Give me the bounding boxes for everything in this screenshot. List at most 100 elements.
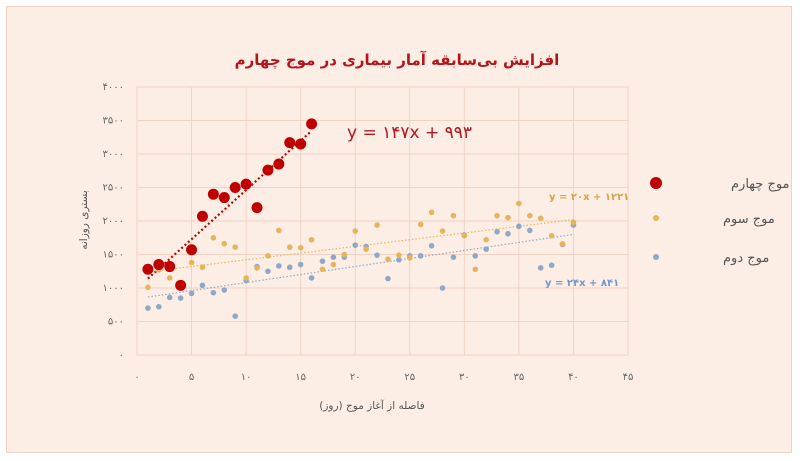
x-tick-label: ۴۵ [623,372,634,383]
data-point-wave3 [199,264,206,271]
chart-frame: ۰ ۵۰۰ ۱۰۰۰ ۱۵۰۰ ۲۰۰۰ ۲۵۰۰ ۳۰۰۰ ۳۵۰۰ ۴۰۰۰ ۰ ۵ ۱۰ ۱۵ ۲۰… [6,6,792,453]
data-point-wave4 [240,178,252,190]
trendline-wave3 [147,218,574,273]
data-point-wave2 [352,242,359,248]
data-point-wave3 [406,255,413,261]
data-point-wave2 [308,275,315,281]
data-point-wave3 [308,236,315,243]
data-point-wave2 [232,313,238,319]
data-point-wave4 [153,259,165,271]
y-tick-label: ۱۵۰۰ [103,250,124,261]
legend-marker-wave2 [653,254,659,260]
y-axis-title: بستری روزانه [78,190,90,250]
data-point-wave2 [450,254,457,260]
data-point-wave4 [306,118,318,130]
data-point-wave3 [330,261,337,268]
data-point-wave3 [221,240,228,247]
chart-title: افزایش بی‌سابقه آمار بیماری در موج چهارم [235,51,560,70]
data-point-wave2 [156,303,162,310]
legend-label-wave3: موج سوم [723,212,775,227]
data-point-wave2 [145,305,151,311]
x-tick-label: ۵ [189,372,194,383]
data-point-wave4 [295,138,307,150]
data-point-wave3 [548,232,555,239]
data-points [142,118,577,319]
data-point-wave3 [145,284,151,291]
y-tick-label: ۰ [119,350,124,361]
data-point-wave2 [188,290,195,297]
data-point-wave2 [505,230,511,237]
x-axis-title: فاصله از آغاز موج (روز) [319,399,425,412]
data-point-wave3 [363,246,369,252]
data-point-wave3 [374,222,380,228]
data-point-wave3 [570,219,577,226]
data-point-wave3 [297,245,304,251]
data-point-wave2 [385,275,391,282]
data-point-wave2 [221,287,228,293]
data-point-wave3 [505,214,511,221]
data-point-wave4 [273,158,285,170]
data-point-wave4 [262,164,274,176]
data-point-wave3 [254,265,260,271]
data-point-wave3 [265,253,271,259]
x-tick-label: ۴۰ [568,372,579,383]
data-point-wave3 [559,240,566,247]
data-point-wave2 [548,262,555,269]
data-point-wave4 [284,137,296,149]
data-point-wave3 [537,215,544,222]
x-tick-label: ۰ [134,372,139,383]
data-point-wave3 [417,221,424,228]
data-point-wave3 [527,212,533,219]
x-tick-label: ۱۰ [241,372,252,383]
data-point-wave2 [265,268,271,275]
data-point-wave2 [177,295,184,301]
x-tick-label: ۲۵ [404,372,415,383]
data-point-wave4 [142,263,154,275]
legend-label-wave2: موج دوم [723,251,769,266]
x-tick-label: ۱۵ [295,372,306,383]
data-point-wave2 [297,261,304,268]
data-point-wave2 [472,253,479,259]
data-point-wave3 [188,259,195,266]
data-point-wave4 [218,192,230,204]
chart-canvas: ۰ ۵۰۰ ۱۰۰۰ ۱۵۰۰ ۲۰۰۰ ۲۵۰۰ ۳۰۰۰ ۳۵۰۰ ۴۰۰۰ ۰ ۵ ۱۰ ۱۵ ۲۰… [78,51,790,412]
data-point-wave2 [286,264,293,271]
data-point-wave2 [516,223,522,230]
data-point-wave3 [428,209,435,216]
data-point-wave3 [450,212,457,219]
data-point-wave3 [461,232,468,239]
data-point-wave4 [207,188,219,200]
data-point-wave3 [232,244,238,250]
data-point-wave2 [527,227,533,234]
data-point-wave4 [164,261,176,273]
y-tick-label: ۵۰۰ [108,317,124,328]
data-point-wave2 [330,254,337,260]
data-point-wave3 [341,251,348,258]
trendline-wave2 [147,233,574,298]
data-point-wave2 [428,242,435,249]
y-tick-label: ۴۰۰۰ [103,82,124,93]
data-point-wave3 [276,227,282,234]
data-point-wave2 [396,257,402,263]
trendline-wave4 [147,130,313,280]
legend: موج چهارم موج سوم موج دوم [650,177,790,266]
legend-marker-wave3 [653,215,659,221]
data-point-wave2 [439,285,446,291]
trendline-equation-wave3: y = ۲۰x + ۱۲۲۱ [549,192,629,203]
y-tick-label: ۲۰۰۰ [103,216,124,227]
data-point-wave3 [243,275,249,281]
data-point-wave3 [396,252,402,258]
data-point-wave3 [352,228,359,234]
x-tick-label: ۳۵ [514,372,525,383]
data-point-wave2 [166,294,173,301]
data-point-wave2 [483,246,489,252]
data-point-wave4 [186,244,198,256]
data-point-wave2 [276,263,282,269]
data-point-wave3 [516,200,522,207]
data-point-wave2 [210,289,217,296]
data-point-wave3 [286,244,293,250]
data-point-wave2 [374,252,380,258]
data-point-wave2 [417,253,424,259]
trendline-equation-wave2: y = ۲۴x + ۸۴۱ [545,278,619,289]
data-point-wave4 [251,202,263,214]
